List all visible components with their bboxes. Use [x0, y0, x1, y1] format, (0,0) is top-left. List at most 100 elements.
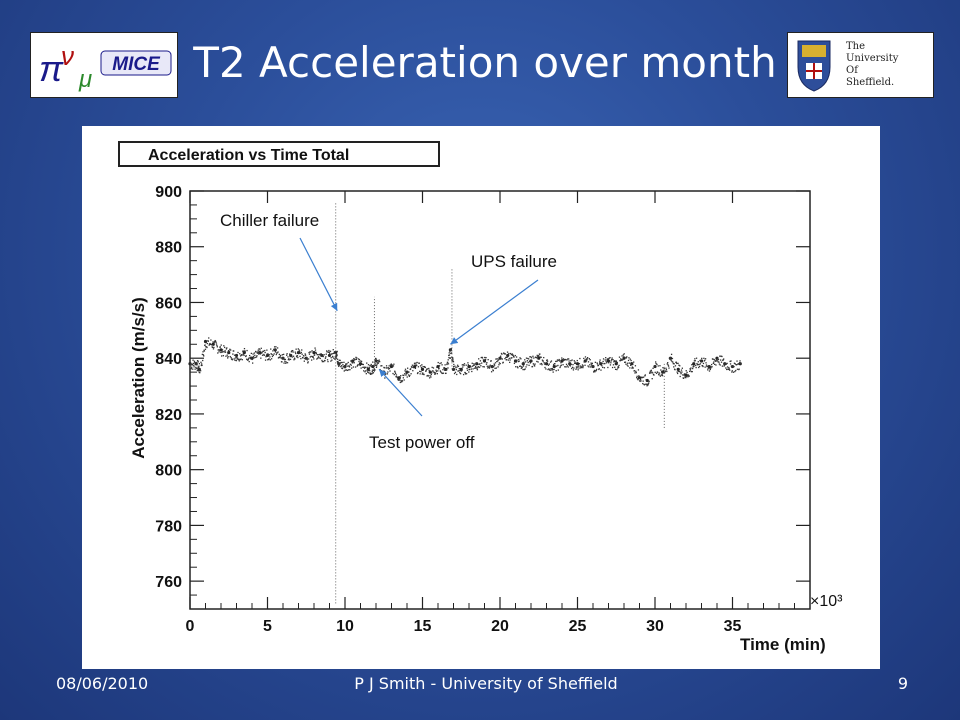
data-point-band — [295, 348, 297, 350]
data-point-band — [347, 365, 349, 367]
data-point-band — [646, 383, 649, 385]
data-point-band — [708, 365, 710, 367]
data-point-band — [400, 375, 402, 377]
data-point-band — [330, 353, 333, 355]
data-point-band — [270, 348, 272, 350]
data-point-band — [363, 366, 365, 368]
data-point-band — [359, 364, 361, 367]
data-point-band — [206, 346, 208, 349]
data-point-band — [300, 351, 302, 354]
data-point-band — [195, 361, 197, 364]
data-point-band — [528, 364, 530, 366]
data-point-band — [432, 370, 434, 372]
data-point-band — [432, 367, 435, 369]
data-point-band — [634, 372, 636, 374]
data-point-band — [421, 364, 423, 366]
data-point-band — [279, 355, 281, 357]
data-point-band — [216, 344, 218, 347]
data-point-band — [624, 361, 626, 363]
data-point-band — [614, 368, 617, 370]
data-point-band — [485, 363, 488, 365]
data-point-band — [320, 355, 323, 357]
data-point-band — [365, 373, 367, 375]
y-tick-label: 800 — [155, 463, 182, 480]
data-point-band — [399, 381, 401, 384]
data-point-band — [532, 355, 534, 357]
data-point-band — [339, 359, 341, 362]
data-point-band — [494, 362, 497, 364]
data-point-band — [348, 365, 350, 367]
data-point-band — [499, 357, 501, 359]
data-point-band — [608, 360, 611, 362]
data-point-band — [204, 348, 207, 350]
data-point-band — [711, 366, 713, 368]
data-point-band — [374, 360, 377, 363]
data-point-band — [316, 358, 318, 360]
data-point-band — [648, 372, 651, 374]
data-point-band — [568, 360, 570, 362]
data-point-band — [546, 360, 549, 362]
data-point-band — [726, 368, 728, 371]
data-point-band — [390, 364, 392, 366]
data-point-band — [520, 358, 522, 360]
data-point-band — [456, 366, 458, 368]
data-point-band — [559, 366, 561, 369]
data-point-band — [471, 370, 473, 373]
data-point-band — [602, 358, 605, 360]
data-point-band — [591, 362, 594, 364]
data-point-band — [345, 364, 347, 366]
data-point-band — [513, 362, 516, 365]
data-point-band — [404, 368, 407, 370]
data-point-band — [418, 362, 420, 364]
data-point-band — [291, 350, 293, 352]
data-point-band — [487, 358, 489, 361]
data-point-band — [203, 349, 205, 351]
data-point-band — [400, 380, 402, 382]
data-point-band — [481, 357, 484, 359]
data-point-band — [510, 354, 513, 356]
data-point-band — [208, 337, 210, 339]
data-point-band — [502, 361, 504, 364]
data-point-band — [226, 354, 228, 356]
data-point-band — [651, 371, 653, 373]
data-point-band — [528, 360, 531, 363]
data-point-band — [650, 369, 652, 371]
data-point-band — [427, 375, 429, 377]
data-point-band — [715, 360, 718, 362]
data-point-band — [699, 359, 701, 362]
data-point-band — [464, 372, 466, 374]
data-point-band — [331, 359, 333, 361]
data-point-band — [398, 377, 401, 379]
data-point-band — [517, 360, 519, 363]
data-point-band — [215, 343, 218, 345]
data-point-band — [626, 364, 628, 366]
data-point-band — [380, 365, 382, 367]
data-point-band — [407, 374, 410, 376]
data-point-band — [472, 368, 474, 370]
data-point-band — [233, 358, 235, 360]
data-point-band — [670, 359, 672, 362]
data-point-band — [251, 357, 253, 359]
data-point-band — [357, 364, 359, 367]
data-point-band — [566, 365, 569, 367]
data-point-band — [726, 362, 728, 365]
data-point-band — [402, 377, 404, 379]
data-point-band — [718, 363, 721, 365]
data-point-band — [288, 359, 290, 361]
data-point-band — [624, 361, 627, 363]
data-point-band — [355, 358, 358, 361]
data-point-band — [509, 352, 512, 355]
data-point-band — [594, 371, 596, 373]
data-point-band — [692, 367, 694, 370]
data-point-band — [299, 355, 301, 358]
spike-lines — [335, 202, 665, 604]
data-point-band — [367, 371, 369, 373]
data-point-band — [618, 356, 621, 358]
data-point-band — [662, 366, 664, 369]
data-point-band — [642, 382, 644, 385]
data-point-band — [253, 357, 255, 359]
data-point-band — [311, 350, 313, 352]
data-point-band — [653, 374, 655, 376]
sheffield-logo: The University Of Sheffield. — [787, 32, 934, 98]
data-point-band — [414, 364, 416, 366]
